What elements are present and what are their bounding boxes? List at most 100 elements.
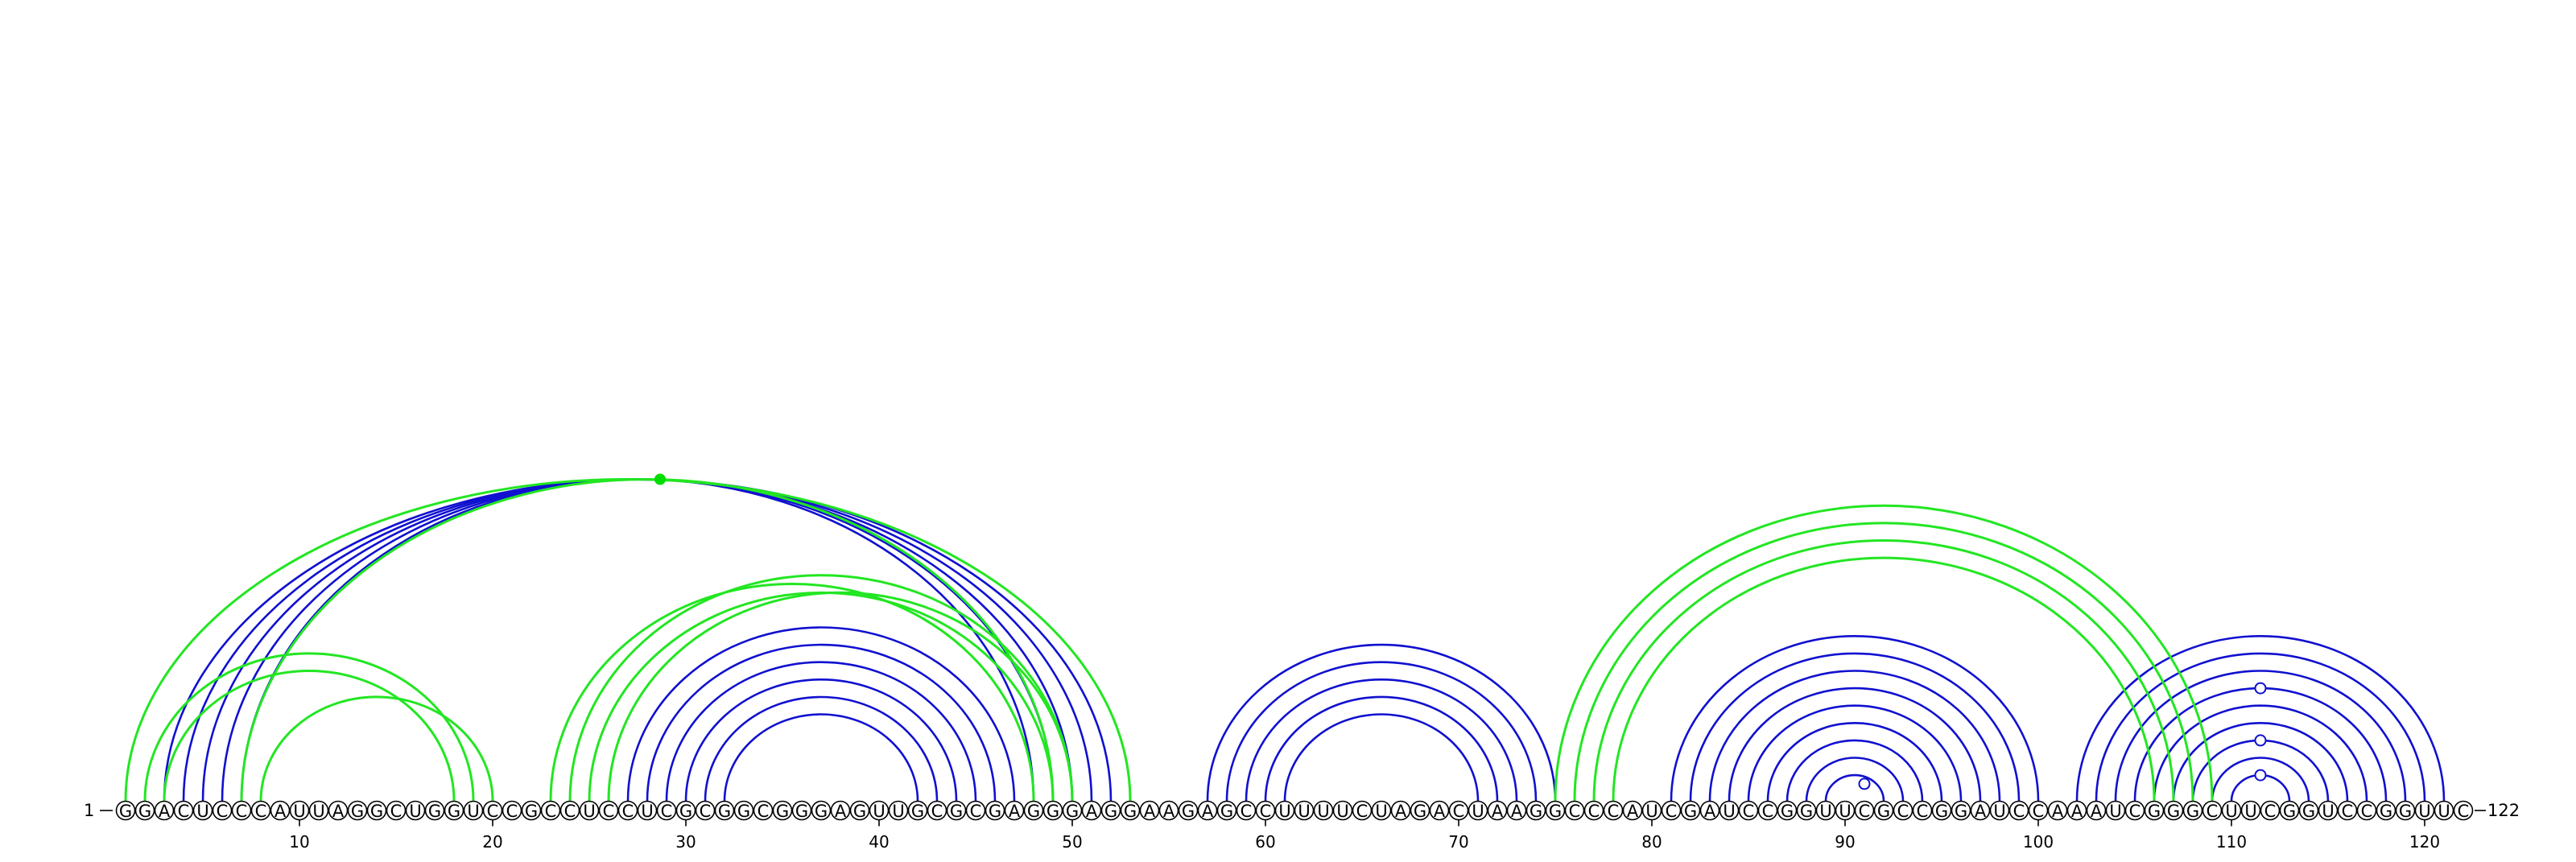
nucleotide: G [946, 800, 967, 821]
nucleotide-letter: U [2438, 802, 2450, 821]
nucleotide: G [1680, 800, 1701, 821]
nucleotide-letter: G [2148, 802, 2161, 821]
nucleotide-letter: C [2342, 802, 2354, 821]
nucleotide-letter: A [1511, 802, 1523, 821]
nucleotide: C [927, 800, 947, 821]
nucleotide-letter: C [970, 802, 982, 821]
nucleotide: G [1100, 800, 1121, 821]
nucleotide: G [1525, 800, 1546, 821]
nucleotide: C [2337, 800, 2358, 821]
nucleotide: C [540, 800, 561, 821]
arc-blue [1206, 643, 1557, 802]
nucleotide: A [830, 800, 851, 821]
nucleotide-letter: A [2052, 802, 2064, 821]
nucleotide: A [270, 800, 291, 821]
arc-blue [684, 678, 958, 802]
nucleotide-letter: G [525, 802, 538, 821]
arc-blue [221, 478, 1055, 802]
tick-label: 10 [289, 832, 309, 852]
nucleotide-letter: G [1220, 802, 1233, 821]
nucleotide-letter: G [679, 802, 692, 821]
nucleotide-letter: U [1993, 802, 2005, 821]
arc-blue [1283, 713, 1480, 802]
nucleotide: C [1738, 800, 1759, 821]
arc-green [163, 670, 456, 802]
sequence-start-label: 1 [84, 801, 94, 820]
nucleotide: U [1294, 800, 1315, 821]
arc-green [1573, 522, 2194, 802]
nucleotide: U [869, 800, 890, 821]
nucleotide: G [115, 800, 136, 821]
nucleotide: G [424, 800, 445, 821]
arc-blue [1805, 757, 1905, 802]
nucleotide: C [1352, 800, 1373, 821]
nucleotide: C [2202, 800, 2223, 821]
nucleotide-letter: A [1086, 802, 1098, 821]
nucleotide-letter: C [1569, 802, 1581, 821]
arc-marker-open [2254, 769, 2267, 782]
nucleotide-letter: A [159, 802, 171, 821]
nucleotide-letter: A [1434, 802, 1446, 821]
nucleotide-letter: C [1588, 802, 1600, 821]
tick-label: 20 [482, 832, 502, 852]
nucleotide-letter: A [275, 802, 287, 821]
arc-green [1592, 539, 2175, 802]
nucleotide-letter: G [815, 802, 828, 821]
nucleotide-letter: C [1859, 802, 1871, 821]
tick-label: 60 [1255, 832, 1275, 852]
nucleotide: G [849, 800, 870, 821]
nucleotide: G [1545, 800, 1566, 821]
nucleotide-letter: G [1066, 802, 1079, 821]
nucleotide: G [2182, 800, 2203, 821]
nucleotide: A [1158, 800, 1179, 821]
nucleotide-letter: A [332, 802, 345, 821]
nucleotide-letter: U [312, 802, 324, 821]
nucleotide: G [1873, 800, 1894, 821]
tick-label: 70 [1448, 832, 1468, 852]
nucleotide-letter: G [2302, 802, 2315, 821]
tick-label: 110 [2216, 832, 2247, 852]
tick-label: 120 [2409, 832, 2440, 852]
nucleotide: G [1777, 800, 1798, 821]
nucleotide-letter: U [1336, 802, 1348, 821]
nucleotide: C [1583, 800, 1604, 821]
arc-blue [1824, 773, 1885, 802]
nucleotide-letter: A [1009, 802, 1021, 821]
nucleotide: C [2008, 800, 2029, 821]
arc-blue [704, 695, 939, 802]
nucleotide: A [154, 800, 175, 821]
nucleotide: U [2414, 800, 2435, 821]
arc-green [568, 574, 1074, 802]
nucleotide: U [888, 800, 909, 821]
nucleotide-letter: C [217, 802, 229, 821]
nucleotide-letter: C [603, 802, 615, 821]
arc-green [1554, 504, 2214, 802]
nucleotide-letter: C [2207, 802, 2219, 821]
nucleotide: C [965, 800, 986, 821]
base-pair-arcs-green [124, 478, 2214, 802]
arc-blue [665, 661, 977, 802]
nucleotide-letter: G [2283, 802, 2296, 821]
nucleotide-letter: G [1955, 802, 1967, 821]
nucleotide-letter: U [1278, 802, 1290, 821]
nucleotide-letter: U [1839, 802, 1851, 821]
base-pair-arcs-blue [163, 478, 2446, 802]
tick-label: 50 [1062, 832, 1082, 852]
arc-green [607, 591, 1074, 802]
nucleotide-letter: G [1414, 802, 1426, 821]
nucleotide: G [1931, 800, 1952, 821]
nucleotide: U [308, 800, 329, 821]
nucleotide-letter: G [989, 802, 1001, 821]
arc-blue [201, 478, 1074, 802]
nucleotide-letter: C [2361, 802, 2373, 821]
nucleotide: C [2028, 800, 2049, 821]
nucleotide: C [212, 800, 233, 821]
nucleotide: U [2105, 800, 2126, 821]
arc-blue [2075, 635, 2446, 802]
nucleotide: G [791, 800, 812, 821]
nucleotide-letter: U [1645, 802, 1657, 821]
nucleotide-letter: A [2091, 802, 2103, 821]
nucleotide-letter: C [1897, 802, 1909, 821]
arc-blue [1766, 722, 1943, 802]
